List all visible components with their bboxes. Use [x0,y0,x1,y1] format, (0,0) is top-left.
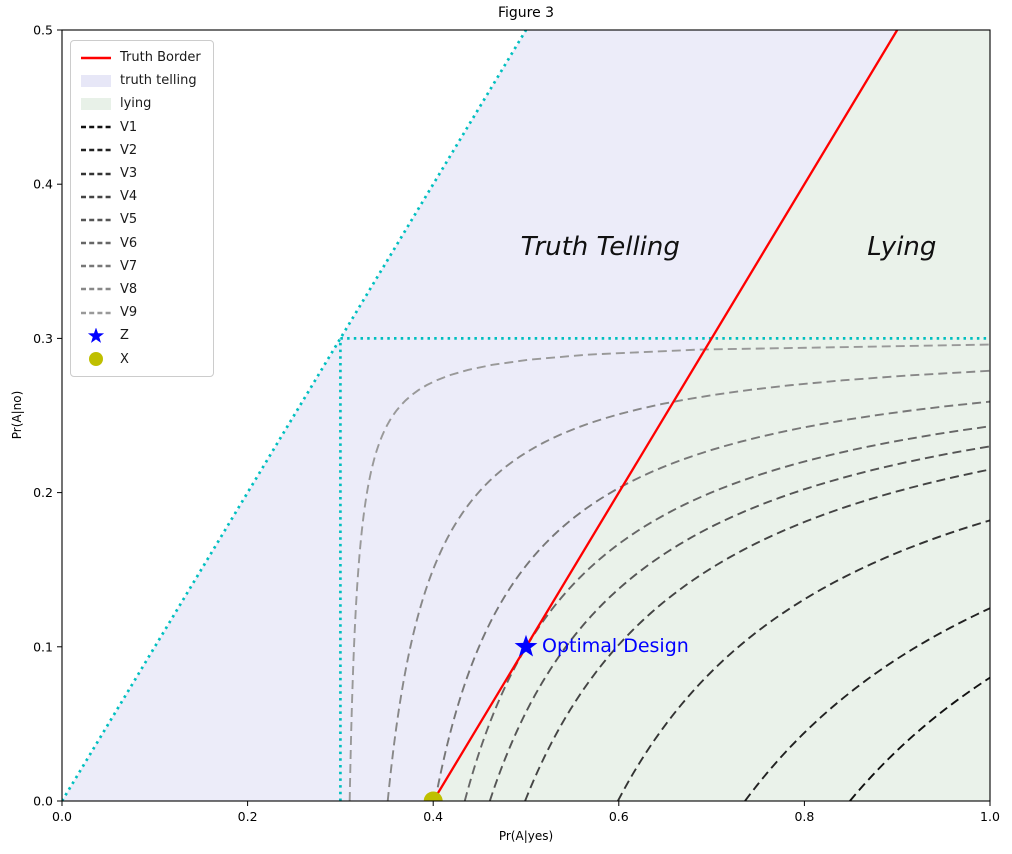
x-tick-label: 0.0 [52,809,72,824]
legend-item-label: V2 [120,142,138,158]
x-tick-label: 0.6 [609,809,629,824]
legend-item-label: Z [120,328,129,344]
dashed-line-swatch-icon [81,311,111,314]
dashed-line-swatch-icon [81,241,111,245]
legend-item-x: X [79,347,201,370]
y-tick-label: 0.0 [33,794,53,809]
axes-spines [61,29,991,802]
line-swatch-icon [81,56,111,59]
legend-item-v8: V8 [79,278,201,301]
contour-V4 [524,468,990,801]
legend-item-truth-telling: truth telling [79,69,201,92]
legend-item-lying: lying [79,92,201,115]
legend-item-label: lying [120,96,152,112]
dashed-line-swatch-icon [81,195,111,198]
contour-V5 [488,445,990,801]
legend-item-label: truth telling [120,73,197,89]
truth-telling-region-label: Truth Telling [520,232,680,263]
legend-item-label: V8 [120,281,138,297]
legend-item-label: V6 [120,235,138,251]
legend: Truth Border truth telling lying V1 V2 V3 V4 V5… [70,40,214,377]
x-axis-label: Pr(A|yes) [498,829,554,843]
legend-item-v3: V3 [79,162,201,185]
dashed-line-swatch-icon [81,265,111,268]
figure-title: Figure 3 [497,5,555,21]
legend-item-label: V3 [120,166,138,182]
region-truth-telling [62,30,898,801]
legend-item-label: V9 [120,305,138,321]
contour-V8 [386,369,990,801]
contour-V6 [463,425,990,801]
dashed-line-swatch-icon [81,149,111,152]
contour-V7 [434,400,990,801]
x-tick-label: 0.2 [238,809,258,824]
legend-item-v4: V4 [79,185,201,208]
legend-item-label: V1 [120,119,138,135]
lying-region-label: Lying [867,232,937,263]
y-tick-label: 0.2 [33,485,53,500]
contour-V3 [617,519,990,801]
legend-item-label: Truth Border [120,50,201,66]
star-marker-Z [514,634,538,657]
y-tick-label: 0.1 [33,639,53,654]
legend-item-label: V4 [120,189,138,205]
x-tick-label: 1.0 [980,809,1000,824]
legend-item-v2: V2 [79,139,201,162]
contour-V9 [348,343,990,801]
dashed-line-swatch-icon [81,125,111,129]
patch-swatch-icon [81,74,111,87]
patch-swatch-icon [81,97,111,110]
legend-item-v9: V9 [79,301,201,324]
legend-item-label: X [120,351,129,367]
legend-item-truth-border: Truth Border [79,46,201,69]
guide-line [62,30,528,801]
dashed-line-swatch-icon [81,218,111,222]
contour-V2 [744,607,990,801]
y-tick-label: 0.3 [33,331,53,346]
dashed-line-swatch-icon [81,288,111,291]
circle-marker-X [423,791,443,801]
y-axis-label: Pr(A|no) [10,390,24,440]
legend-item-v1: V1 [79,116,201,139]
legend-item-label: V7 [120,258,138,274]
x-tick-label: 0.4 [423,809,443,824]
region-lying [433,30,990,801]
legend-item-label: V5 [120,212,138,228]
legend-item-v6: V6 [79,232,201,255]
circle-swatch-icon [89,352,103,367]
optimal-design-annotation: Optimal Design [542,634,689,657]
truth-border-line [432,30,899,801]
x-tick-label: 0.8 [794,809,814,824]
legend-item-v7: V7 [79,255,201,278]
dashed-line-swatch-icon [81,172,111,175]
star-swatch-icon [87,327,105,343]
y-tick-label: 0.4 [33,177,53,192]
legend-item-z: Z [79,324,201,347]
legend-item-v5: V5 [79,208,201,231]
contour-V1 [849,676,990,801]
y-tick-label: 0.5 [33,23,53,38]
